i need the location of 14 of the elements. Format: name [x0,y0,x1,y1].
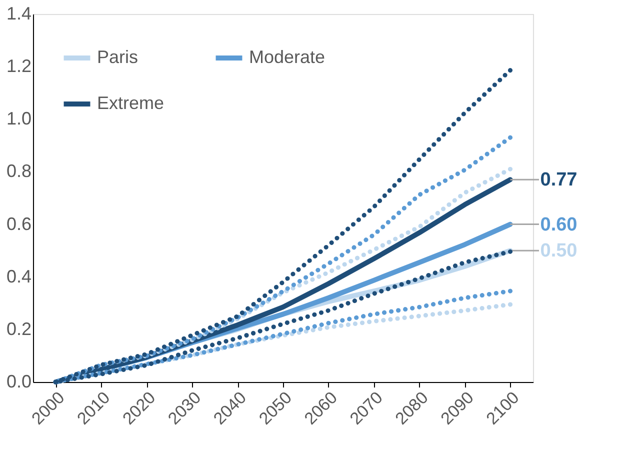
y-tick-label: 0.4 [6,266,32,286]
y-tick-label: 1.2 [6,56,32,76]
legend-label: Extreme [97,93,164,113]
y-tick-label: 0.6 [6,214,32,234]
y-tick-label: 1.0 [6,108,32,129]
y-tick-label: 0.2 [6,318,32,339]
legend-label: Paris [97,47,138,67]
y-tick-label: 1.4 [6,4,32,24]
y-tick-label: 0.8 [6,161,32,182]
data-label: 0.60 [540,214,578,236]
y-tick-label: 0.0 [6,372,32,392]
data-label: 0.77 [540,170,578,191]
data-label: 0.50 [540,240,578,262]
legend-label: Moderate [249,47,326,67]
